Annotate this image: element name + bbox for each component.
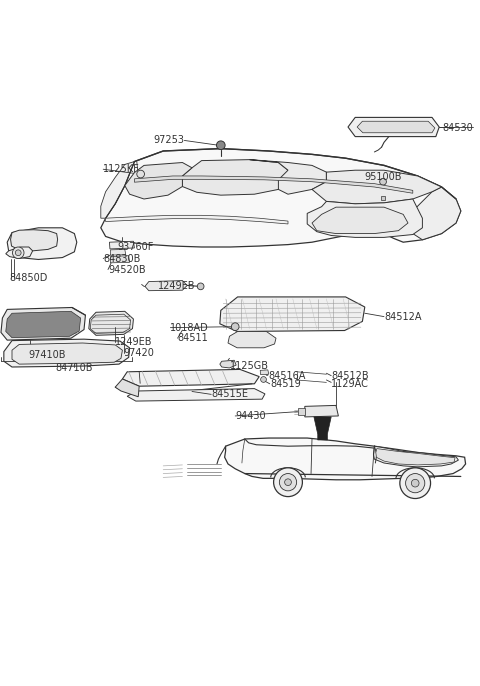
Text: 84519: 84519: [270, 379, 301, 389]
Polygon shape: [101, 162, 134, 218]
Circle shape: [279, 473, 297, 491]
Polygon shape: [110, 256, 130, 263]
Text: 84710B: 84710B: [56, 364, 93, 373]
Text: 93760F: 93760F: [118, 242, 154, 252]
Circle shape: [231, 323, 239, 331]
Polygon shape: [381, 196, 385, 200]
Polygon shape: [220, 360, 236, 368]
Polygon shape: [89, 311, 133, 335]
Polygon shape: [125, 163, 192, 199]
Circle shape: [261, 377, 266, 382]
Text: 84515E: 84515E: [211, 390, 248, 399]
Polygon shape: [373, 446, 458, 467]
Polygon shape: [408, 187, 461, 240]
Polygon shape: [145, 281, 187, 291]
Text: 84850D: 84850D: [10, 273, 48, 283]
Polygon shape: [11, 230, 58, 251]
Polygon shape: [115, 379, 139, 397]
Text: 84511: 84511: [178, 333, 208, 343]
Circle shape: [406, 473, 425, 493]
Polygon shape: [298, 408, 305, 415]
Polygon shape: [122, 369, 259, 386]
Text: 1129AC: 1129AC: [331, 379, 369, 389]
Circle shape: [197, 283, 204, 289]
Text: 1249EB: 1249EB: [158, 281, 196, 292]
Polygon shape: [127, 388, 265, 401]
Polygon shape: [225, 438, 466, 480]
Circle shape: [400, 468, 431, 499]
Circle shape: [285, 479, 291, 486]
Polygon shape: [312, 207, 408, 233]
Circle shape: [137, 170, 144, 178]
Text: 94520B: 94520B: [108, 265, 145, 274]
Polygon shape: [7, 228, 77, 259]
Polygon shape: [106, 215, 288, 224]
Text: 94430: 94430: [235, 411, 266, 421]
Polygon shape: [260, 370, 269, 375]
Polygon shape: [376, 449, 455, 465]
Circle shape: [380, 178, 386, 185]
Text: 84512A: 84512A: [384, 311, 421, 322]
Text: 97410B: 97410B: [29, 350, 66, 360]
Polygon shape: [312, 170, 442, 204]
Polygon shape: [228, 331, 276, 348]
Text: 84830B: 84830B: [103, 254, 141, 263]
Polygon shape: [12, 343, 122, 364]
Circle shape: [216, 141, 225, 150]
Circle shape: [12, 247, 24, 259]
Circle shape: [15, 250, 21, 256]
Polygon shape: [307, 199, 422, 237]
Polygon shape: [314, 417, 331, 440]
Circle shape: [411, 480, 419, 487]
Polygon shape: [101, 149, 461, 247]
Polygon shape: [134, 176, 413, 193]
Circle shape: [274, 468, 302, 497]
Polygon shape: [1, 307, 85, 340]
Text: 1249EB: 1249EB: [115, 337, 153, 346]
Text: 84516A: 84516A: [269, 370, 306, 381]
Polygon shape: [182, 160, 288, 195]
Text: 97253: 97253: [154, 135, 185, 145]
Polygon shape: [357, 121, 435, 133]
Polygon shape: [348, 117, 439, 137]
Text: 84530: 84530: [442, 123, 473, 133]
Polygon shape: [6, 311, 81, 338]
Polygon shape: [305, 405, 338, 417]
Text: 84512B: 84512B: [331, 370, 369, 381]
Polygon shape: [6, 247, 33, 259]
Text: 95100B: 95100B: [365, 172, 402, 182]
Text: 1125GB: 1125GB: [230, 361, 269, 370]
Polygon shape: [110, 250, 126, 255]
Text: 97420: 97420: [124, 348, 155, 357]
Text: 1125KF: 1125KF: [103, 164, 140, 174]
Polygon shape: [4, 339, 130, 367]
Text: 1018AD: 1018AD: [170, 322, 209, 333]
Polygon shape: [109, 241, 134, 249]
Polygon shape: [220, 297, 365, 331]
Polygon shape: [250, 160, 326, 194]
